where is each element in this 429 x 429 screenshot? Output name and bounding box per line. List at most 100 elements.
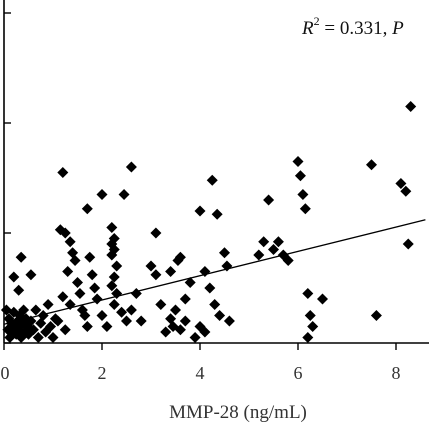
x-tick-label-1: 2 — [98, 363, 107, 383]
data-point-118 — [317, 293, 328, 305]
data-point-90 — [194, 205, 206, 217]
data-point-122 — [400, 185, 412, 197]
data-point-100 — [199, 326, 211, 338]
data-point-44 — [57, 291, 69, 303]
data-point-101 — [189, 332, 201, 343]
data-point-112 — [297, 189, 309, 200]
data-point-78 — [160, 326, 172, 338]
data-point-34 — [52, 315, 64, 327]
data-point-60 — [106, 249, 118, 261]
data-point-40 — [69, 255, 81, 266]
data-point-49 — [59, 324, 71, 336]
data-point-43 — [74, 288, 86, 299]
data-point-96 — [219, 247, 230, 259]
data-point-74 — [96, 310, 108, 321]
data-point-80 — [165, 266, 177, 277]
data-point-20 — [27, 324, 39, 336]
r-symbol: R — [301, 18, 314, 39]
data-point-107 — [272, 236, 284, 248]
data-point-92 — [204, 282, 216, 294]
data-point-52 — [89, 282, 101, 294]
data-point-37 — [59, 227, 71, 239]
data-point-42 — [72, 277, 83, 288]
data-point-53 — [81, 203, 93, 215]
data-point-84 — [184, 277, 196, 288]
r-squared-annotation: R2 = 0.331, P — [301, 14, 404, 39]
y-ticks — [4, 12, 11, 344]
data-point-33 — [8, 271, 20, 283]
r-squared-value: = 0.331, — [320, 18, 392, 39]
data-point-66 — [116, 306, 128, 318]
data-point-111 — [294, 170, 306, 182]
data-point-114 — [302, 288, 314, 299]
data-point-22 — [32, 332, 44, 343]
data-point-62 — [108, 271, 120, 283]
data-point-72 — [135, 315, 147, 327]
data-point-70 — [125, 161, 137, 173]
data-point-88 — [167, 321, 179, 332]
data-point-71 — [130, 288, 142, 299]
data-point-105 — [263, 194, 275, 206]
x-axis-title: MMP-28 (ng/mL) — [169, 402, 307, 423]
data-point-48 — [81, 321, 93, 332]
data-point-65 — [108, 299, 120, 310]
data-point-68 — [125, 304, 137, 316]
data-point-32 — [15, 251, 27, 263]
data-point-110 — [292, 156, 304, 167]
data-point-54 — [91, 293, 103, 305]
data-point-26 — [42, 299, 54, 310]
data-point-103 — [253, 249, 265, 261]
data-point-120 — [370, 310, 382, 321]
data-point-123 — [402, 238, 414, 250]
data-point-28 — [47, 332, 59, 343]
data-point-117 — [302, 332, 314, 343]
data-point-97 — [211, 208, 223, 220]
x-tick-label-3: 6 — [294, 363, 303, 383]
data-point-35 — [57, 167, 69, 178]
data-point-109 — [282, 255, 294, 266]
data-point-77 — [155, 299, 167, 310]
data-point-81 — [170, 304, 181, 316]
data-point-102 — [223, 315, 235, 327]
data-point-21 — [30, 304, 42, 316]
x-tick-label-2: 4 — [196, 363, 205, 383]
data-point-124 — [405, 101, 417, 112]
data-point-73 — [101, 321, 113, 332]
data-point-75 — [145, 260, 157, 272]
data-point-116 — [307, 321, 319, 332]
x-tick-label-0: 0 — [1, 363, 10, 383]
data-point-31 — [25, 269, 37, 281]
data-point-41 — [62, 266, 74, 277]
data-point-55 — [96, 189, 108, 200]
data-point-104 — [258, 236, 270, 248]
data-point-121 — [395, 178, 407, 189]
p-symbol: P — [391, 18, 404, 39]
data-point-14 — [18, 304, 30, 316]
x-ticks: 0 2 4 6 8 — [1, 343, 401, 383]
data-point-76 — [150, 269, 162, 281]
data-point-7 — [9, 321, 21, 332]
data-point-38 — [64, 236, 76, 248]
data-point-67 — [121, 315, 132, 327]
data-point-51 — [86, 269, 98, 281]
r-superscript: 2 — [314, 14, 320, 28]
data-point-24 — [37, 310, 49, 321]
data-point-93 — [209, 299, 221, 310]
data-point-27 — [45, 321, 57, 332]
data-point-99 — [206, 174, 218, 186]
data-point-86 — [172, 255, 184, 266]
data-point-56 — [106, 222, 118, 233]
data-point-30 — [13, 284, 25, 296]
x-tick-label-4: 8 — [392, 363, 401, 383]
data-point-106 — [268, 244, 279, 255]
data-point-94 — [214, 310, 226, 321]
data-point-83 — [179, 293, 191, 305]
data-point-61 — [111, 260, 123, 272]
data-point-50 — [84, 251, 96, 263]
data-point-115 — [304, 310, 316, 321]
data-point-119 — [366, 159, 377, 171]
data-point-63 — [106, 280, 118, 292]
data-point-79 — [150, 227, 162, 239]
points-layer — [0, 101, 417, 343]
